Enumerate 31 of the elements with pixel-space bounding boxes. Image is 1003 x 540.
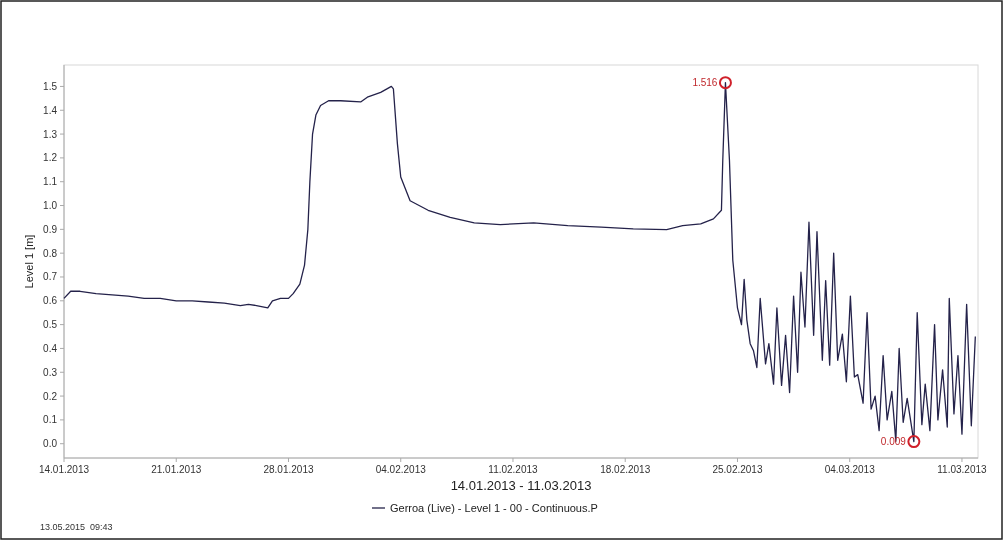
x-axis-title: 14.01.2013 - 11.03.2013 xyxy=(450,478,592,493)
y-tick-label: 0.3 xyxy=(43,366,58,378)
y-tick-label: 0.8 xyxy=(43,247,58,259)
x-tick-label: 18.02.2013 xyxy=(600,464,651,475)
x-tick-label: 04.02.2013 xyxy=(375,464,427,475)
y-tick-label: 1.3 xyxy=(43,128,58,140)
y-tick-label: 0.5 xyxy=(43,319,58,331)
y-tick-label: 1.0 xyxy=(43,200,58,212)
y-tick-label: 1.5 xyxy=(43,80,58,92)
y-tick-label: 1.2 xyxy=(43,152,58,164)
y-tick-label: 0.0 xyxy=(43,438,58,450)
legend-label: Gerroa (Live) - Level 1 - 00 - Continuous.P xyxy=(390,501,598,514)
y-tick-label: 1.1 xyxy=(43,176,58,188)
y-tick-label: 0.4 xyxy=(43,342,58,354)
annotation: 1.516 xyxy=(692,77,718,89)
x-tick-label: 04.03.2013 xyxy=(824,464,876,475)
y-tick-label: 1.4 xyxy=(43,104,58,116)
x-tick-label: 25.02.2013 xyxy=(712,464,763,475)
x-tick-label: 11.02.2013 xyxy=(488,464,539,475)
x-tick-label: 21.01.2013 xyxy=(151,464,202,475)
y-tick-label: 0.6 xyxy=(43,295,58,307)
annotation: 0.009 xyxy=(880,436,907,448)
y-tick-label: 0.7 xyxy=(43,271,58,283)
x-tick-label: 11.03.2013 xyxy=(937,464,988,475)
y-tick-label: 0.1 xyxy=(43,414,58,426)
y-tick-label: 0.9 xyxy=(43,223,58,235)
x-tick-label: 14.01.2013 xyxy=(38,464,90,475)
y-tick-label: 0.2 xyxy=(43,390,58,402)
x-tick-label: 28.01.2013 xyxy=(263,464,314,475)
text: 13.05.2015 09:43 xyxy=(40,522,113,532)
y-axis-title: Level 1 [m] xyxy=(23,234,35,289)
